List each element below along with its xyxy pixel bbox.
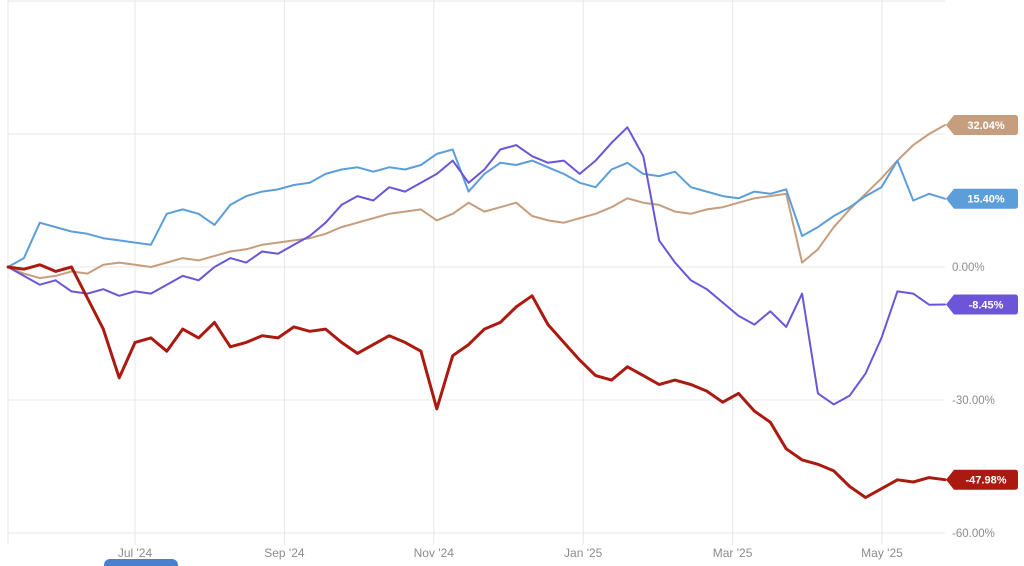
x-axis-label: Jul '24 xyxy=(118,546,153,560)
y-axis-label: 0.00% xyxy=(952,262,985,274)
badges-layer: 32.04% 15.40% -8.45% -47.98% xyxy=(946,115,1018,490)
red-series-end-badge xyxy=(946,469,1018,490)
x-axis-label: Nov '24 xyxy=(414,546,455,560)
x-axis-label: May '25 xyxy=(861,546,903,560)
tan-series-line xyxy=(7,124,946,280)
y-axis-label: -60.00% xyxy=(952,528,995,540)
purple-series-end-badge xyxy=(946,294,1018,315)
purple-series-end-badge-label: -8.45% xyxy=(969,300,1004,312)
cropped-blue-button[interactable] xyxy=(104,559,178,566)
axis-labels-layer: 0.00% -30.00% -60.00% Jul '24 Sep '24 Nov '24… xyxy=(118,262,995,560)
purple-series-line xyxy=(7,126,946,406)
gridlines-layer xyxy=(7,0,945,545)
blue-series-end-badge xyxy=(946,188,1018,209)
blue-series-end-badge-label: 15.40% xyxy=(967,194,1005,206)
series-layer xyxy=(6,124,947,499)
red-series-line xyxy=(6,263,947,499)
x-axis-label: Sep '24 xyxy=(264,546,305,560)
y-axis-label: -30.00% xyxy=(952,395,995,407)
tan-series-end-badge xyxy=(946,115,1018,135)
x-axis-label: Jan '25 xyxy=(564,546,603,560)
x-axis-label: Mar '25 xyxy=(713,546,753,560)
tan-series-end-badge-label: 32.04% xyxy=(967,120,1005,132)
blue-series-line xyxy=(7,148,946,268)
red-series-end-badge-label: -47.98% xyxy=(966,475,1007,487)
